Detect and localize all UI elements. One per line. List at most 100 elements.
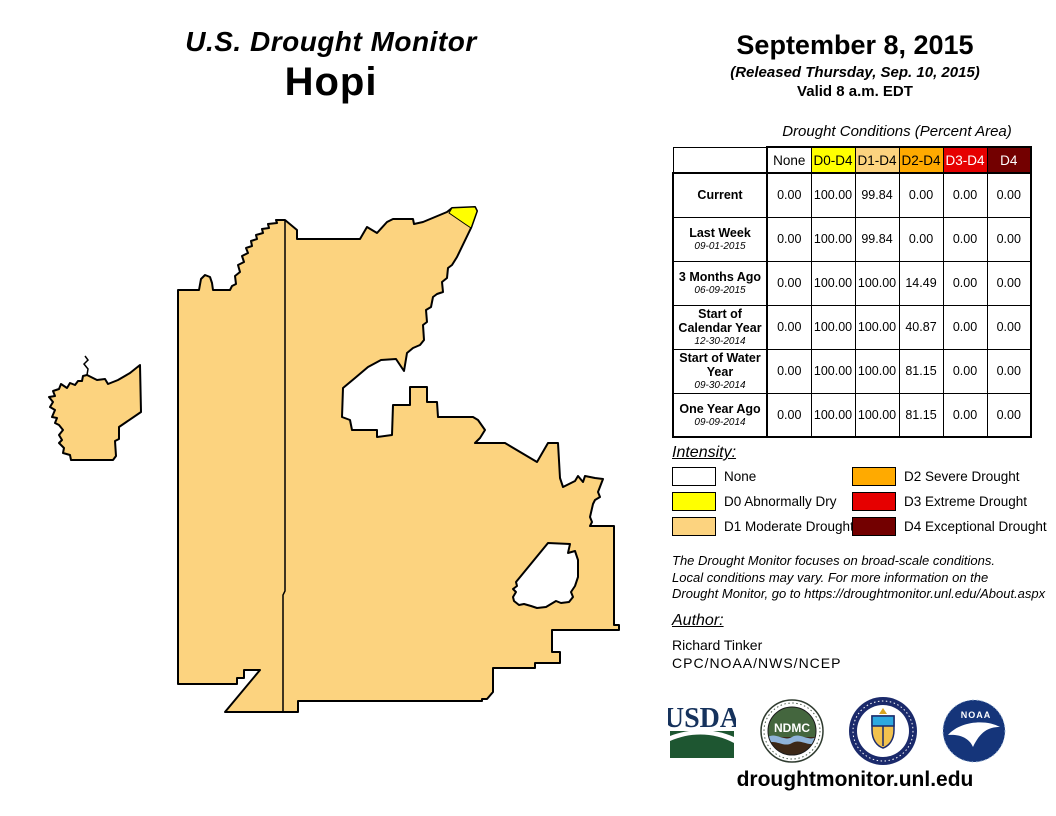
col-header-d0-d4: D0-D4 — [810, 146, 856, 174]
cell-value: 0.00 — [986, 172, 1032, 218]
table-header-row: None D0-D4 D1-D4 D2-D4 D3-D4 D4 — [672, 146, 1032, 174]
date-block: September 8, 2015 (Released Thursday, Se… — [660, 30, 1050, 100]
legend-label: D3 Extreme Drought — [904, 494, 1028, 509]
usda-logo-swoosh — [670, 730, 734, 743]
cell-value: 99.84 — [854, 216, 900, 262]
noaa-logo: NOAA — [942, 699, 1006, 763]
cell-value: 100.00 — [810, 172, 856, 218]
cell-value: 100.00 — [854, 260, 900, 306]
cell-value: 0.00 — [942, 216, 988, 262]
row-label: Last Week 09-01-2015 — [672, 216, 768, 262]
row-label-text: Last Week — [689, 225, 751, 240]
ndmc-logo-text: NDMC — [774, 721, 810, 735]
row-label-text: Start of Calendar Year — [678, 306, 762, 335]
row-label-text: Current — [697, 188, 743, 203]
release-date: (Released Thursday, Sep. 10, 2015) — [730, 64, 980, 81]
cell-value: 0.00 — [986, 216, 1032, 262]
row-label-text: 3 Months Ago — [678, 269, 762, 284]
cell-value: 100.00 — [810, 216, 856, 262]
map-internal-boundary — [282, 221, 286, 711]
ndmc-logo: NDMC — [760, 699, 824, 763]
row-label-date: 12-30-2014 — [694, 335, 746, 347]
usda-logo-text: USDA — [668, 703, 736, 734]
author-organization: CPC/NOAA/NWS/NCEP — [672, 655, 842, 671]
agency-logos: USDA NDMC — [668, 697, 1006, 765]
legend-label: None — [724, 469, 757, 484]
legend-label: D2 Severe Drought — [904, 469, 1020, 484]
row-label-date: 09-30-2014 — [694, 379, 746, 391]
legend-label: D4 Exceptional Drought — [904, 519, 1047, 534]
row-label: Current — [672, 172, 768, 218]
row-label: Start of Water Year 09-30-2014 — [672, 348, 768, 394]
col-header-none: None — [766, 146, 812, 174]
legend-label: D0 Abnormally Dry — [724, 494, 837, 509]
table-row-start-calendar-year: Start of Calendar Year 12-30-2014 0.00 1… — [672, 304, 1032, 350]
header-spacer — [672, 146, 768, 174]
legend-swatch-d4 — [852, 517, 896, 536]
footer-url: droughtmonitor.unl.edu — [736, 768, 974, 791]
cell-value: 0.00 — [766, 172, 812, 218]
row-label: Start of Calendar Year 12-30-2014 — [672, 304, 768, 350]
col-header-d4: D4 — [986, 146, 1032, 174]
cell-value: 100.00 — [810, 304, 856, 350]
legend-item-d2: D2 Severe Drought — [852, 467, 1047, 486]
cell-value: 0.00 — [986, 392, 1032, 438]
table-row-start-water-year: Start of Water Year 09-30-2014 0.00 100.… — [672, 348, 1032, 394]
table-caption: Drought Conditions (Percent Area) — [782, 123, 1012, 140]
cell-value: 0.00 — [898, 172, 944, 218]
map-west-tail-line — [82, 355, 89, 376]
table-row-current: Current 0.00 100.00 99.84 0.00 0.00 0.00 — [672, 172, 1032, 218]
cell-value: 0.00 — [942, 392, 988, 438]
legend-swatch-d1 — [672, 517, 716, 536]
map-west-polygon — [48, 364, 142, 461]
disclaimer-text: The Drought Monitor focuses on broad-sca… — [672, 553, 1046, 602]
usda-logo: USDA — [668, 703, 736, 758]
map-region-d1 — [177, 206, 620, 713]
cell-value: 100.00 — [854, 392, 900, 438]
cell-value: 0.00 — [942, 304, 988, 350]
cell-value: 0.00 — [766, 392, 812, 438]
report-title: U.S. Drought Monitor — [185, 26, 477, 57]
col-header-d1-d4: D1-D4 — [854, 146, 900, 174]
cell-value: 0.00 — [942, 260, 988, 306]
cell-value: 81.15 — [898, 392, 944, 438]
row-label-text: One Year Ago — [679, 401, 761, 416]
legend-item-d0: D0 Abnormally Dry — [672, 492, 854, 511]
cell-value: 0.00 — [766, 216, 812, 262]
row-label-date: 06-09-2015 — [694, 284, 746, 296]
map-lake-hole — [512, 542, 579, 609]
cell-value: 0.00 — [766, 304, 812, 350]
legend-item-none: None — [672, 467, 854, 486]
cell-value: 100.00 — [854, 348, 900, 394]
cell-value: 0.00 — [766, 348, 812, 394]
author-name: Richard Tinker — [672, 637, 763, 653]
title-block: U.S. Drought Monitor Hopi — [31, 26, 631, 105]
author-heading: Author: — [672, 612, 724, 629]
row-label: 3 Months Ago 06-09-2015 — [672, 260, 768, 306]
cell-value: 0.00 — [942, 172, 988, 218]
cell-value: 40.87 — [898, 304, 944, 350]
legend-item-d1: D1 Moderate Drought — [672, 517, 854, 536]
cell-value: 81.15 — [898, 348, 944, 394]
row-label: One Year Ago 09-09-2014 — [672, 392, 768, 438]
cell-value: 0.00 — [986, 260, 1032, 306]
cell-value: 100.00 — [810, 392, 856, 438]
noaa-logo-text: NOAA — [961, 710, 992, 720]
col-header-d3-d4: D3-D4 — [942, 146, 988, 174]
legend-swatch-d3 — [852, 492, 896, 511]
legend-swatch-none — [672, 467, 716, 486]
table-row-3-months-ago: 3 Months Ago 06-09-2015 0.00 100.00 100.… — [672, 260, 1032, 306]
commerce-seal-logo — [849, 697, 917, 765]
legend-label: D1 Moderate Drought — [724, 519, 854, 534]
region-name: Hopi — [284, 60, 378, 104]
col-header-d2-d4: D2-D4 — [898, 146, 944, 174]
table-row-one-year-ago: One Year Ago 09-09-2014 0.00 100.00 100.… — [672, 392, 1032, 438]
cell-value: 0.00 — [986, 348, 1032, 394]
drought-conditions-table: None D0-D4 D1-D4 D2-D4 D3-D4 D4 Current … — [672, 146, 1032, 438]
cell-value: 100.00 — [810, 348, 856, 394]
cell-value: 100.00 — [810, 260, 856, 306]
cell-value: 0.00 — [942, 348, 988, 394]
map-region-d0-patch — [448, 206, 478, 229]
row-label-date: 09-01-2015 — [694, 240, 746, 252]
